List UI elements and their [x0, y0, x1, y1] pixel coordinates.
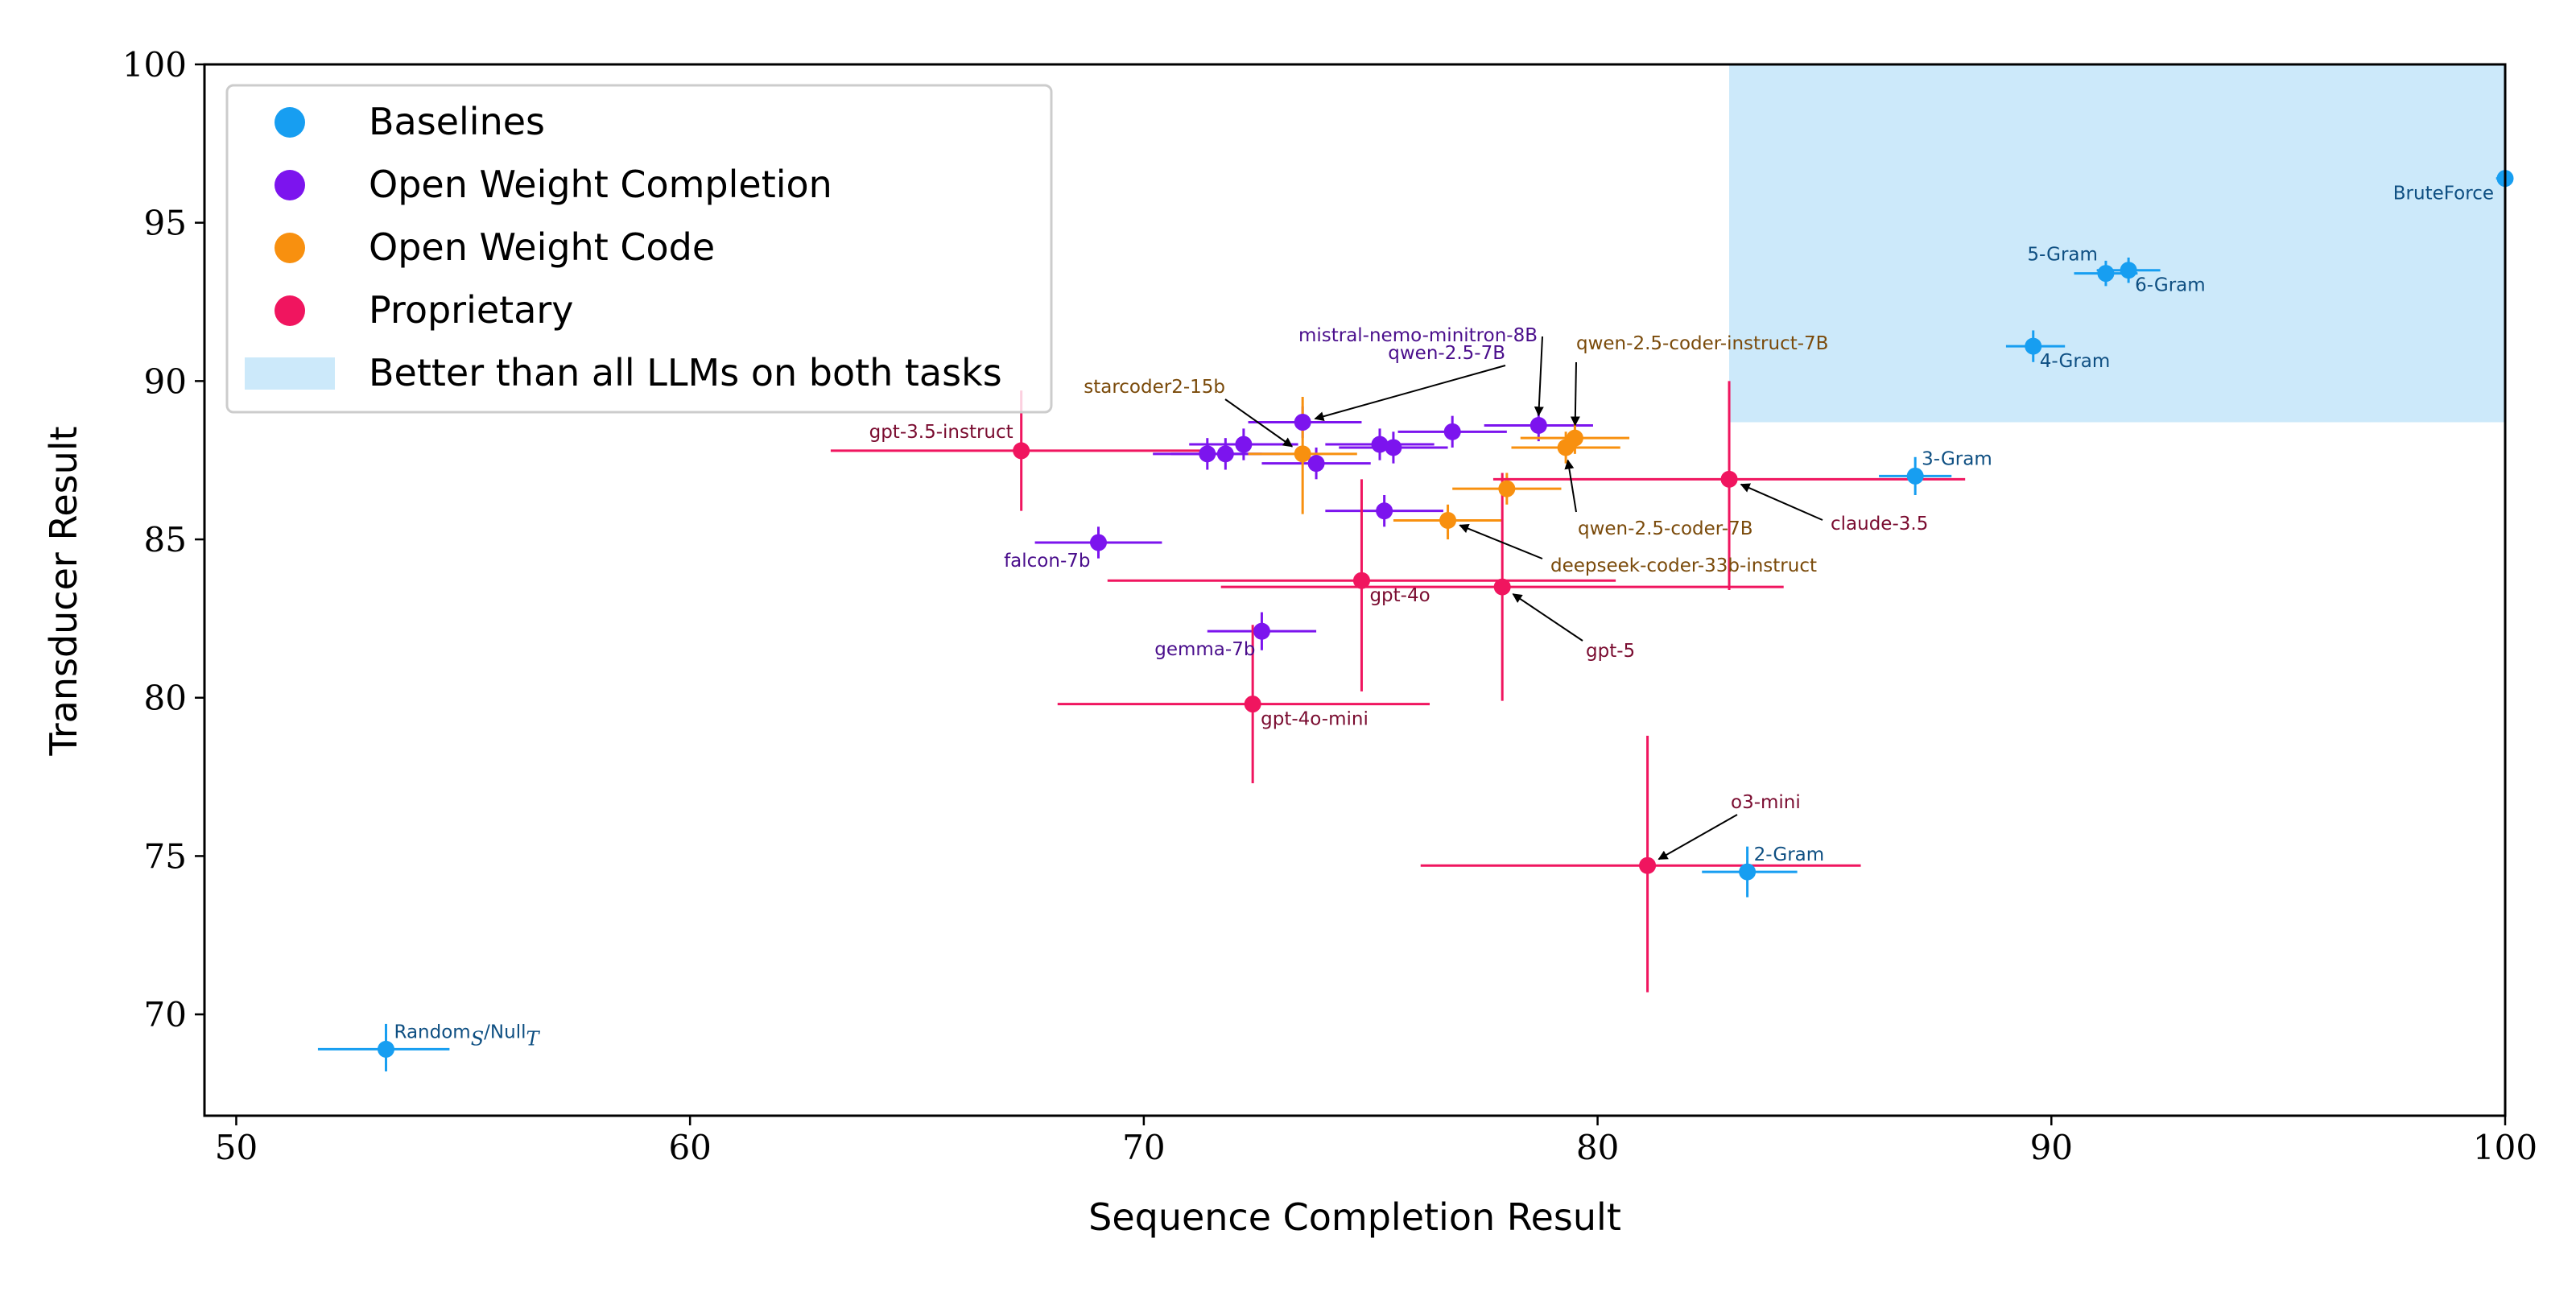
point-label: 2-Gram [1754, 844, 1825, 865]
point-label: RandomS/NullT [394, 1022, 540, 1050]
data-point [1498, 480, 1516, 497]
point-label: claude-3.5 [1831, 514, 1928, 535]
better-region [1729, 64, 2505, 423]
data-point [1216, 445, 1234, 463]
x-tick-label: 100 [2473, 1128, 2537, 1167]
x-tick-label: 60 [668, 1128, 711, 1167]
point-label: mistral-nemo-minitron-8B [1298, 325, 1538, 346]
point-label: starcoder2-15b [1084, 377, 1225, 398]
label-arrow [1740, 483, 1823, 521]
label-arrow [1459, 523, 1543, 559]
point-label: 6-Gram [2135, 275, 2206, 296]
data-point [1294, 445, 1311, 463]
data-point [1199, 445, 1216, 463]
point-label: gpt-3.5-instruct [869, 422, 1013, 443]
label-arrow [1564, 459, 1577, 513]
legend-label: Proprietary [369, 288, 574, 332]
data-point [1443, 423, 1461, 440]
data-point [2097, 265, 2115, 283]
data-point [2025, 337, 2042, 355]
data-point [1371, 435, 1389, 453]
x-axis-label: Sequence Completion Result [1088, 1195, 1621, 1239]
data-point [1906, 467, 1924, 485]
point-label: deepseek-coder-33b-instruct [1550, 555, 1817, 576]
point-label: gpt-4o [1369, 585, 1430, 606]
y-tick-label: 70 [144, 995, 187, 1034]
y-tick-label: 80 [144, 679, 187, 718]
data-point [1720, 470, 1738, 488]
point-label: BruteForce [2393, 184, 2494, 204]
x-tick-label: 70 [1122, 1128, 1165, 1167]
y-tick-label: 85 [144, 520, 187, 559]
data-point [1352, 572, 1370, 589]
point-label: 4-Gram [2040, 351, 2111, 372]
data-point [1566, 429, 1583, 447]
plot-frame [203, 63, 2507, 1117]
point-label-sub: T [526, 1027, 540, 1050]
data-point [1739, 863, 1757, 881]
y-tick-label: 100 [122, 45, 187, 85]
label-arrow [1657, 814, 1738, 861]
legend-label: Open Weight Completion [369, 163, 832, 206]
data-point [1253, 622, 1270, 640]
label-arrow [1224, 398, 1294, 448]
point-label: 5-Gram [2027, 245, 2098, 266]
data-point [1639, 857, 1657, 874]
point-label: o3-mini [1731, 792, 1801, 813]
label-arrow [1570, 361, 1580, 427]
y-axis-label: Transducer Result [42, 426, 85, 756]
legend-label: Baselines [369, 100, 545, 143]
data-point [1530, 416, 1547, 434]
x-tick-label: 80 [1576, 1128, 1619, 1167]
data-point [1235, 435, 1253, 453]
label-arrow [1534, 336, 1544, 417]
legend-marker [275, 170, 305, 200]
data-point [1307, 455, 1325, 473]
point-label: qwen-2.5-coder-instruct-7B [1576, 333, 1828, 354]
data-point [1013, 442, 1030, 460]
point-label: gemma-7b [1154, 639, 1255, 660]
legend-label: Open Weight Code [369, 225, 715, 269]
legend-box [225, 84, 1053, 414]
point-label: falcon-7b [1004, 551, 1090, 572]
point-label: qwen-2.5-7B [1388, 343, 1505, 364]
x-tick-label: 50 [215, 1128, 258, 1167]
point-label-sep: /Null [484, 1022, 526, 1042]
legend-patch [245, 357, 335, 390]
data-point [1385, 439, 1402, 456]
data-point [1376, 502, 1393, 520]
point-label: gpt-4o-mini [1261, 709, 1368, 730]
x-tick-label: 90 [2030, 1128, 2073, 1167]
data-point [377, 1040, 394, 1058]
point-label-sub: S [471, 1027, 484, 1050]
data-point [2120, 262, 2137, 279]
point-label: gpt-5 [1586, 641, 1635, 662]
point-label: 3-Gram [1922, 448, 1992, 469]
data-point [1294, 414, 1311, 431]
legend-marker [275, 295, 305, 326]
data-point [1090, 534, 1108, 551]
y-tick-label: 90 [144, 361, 187, 401]
legend-marker [275, 233, 305, 263]
y-tick-label: 95 [144, 204, 187, 243]
label-arrow [1314, 365, 1506, 422]
legend-marker [275, 107, 305, 138]
data-point [1439, 511, 1457, 529]
legend-label: Better than all LLMs on both tasks [369, 351, 1002, 394]
label-arrow [1512, 593, 1583, 642]
data-point [1493, 578, 1511, 596]
y-tick-label: 75 [144, 836, 187, 876]
data-point [1244, 696, 1261, 713]
point-label: qwen-2.5-coder-7B [1578, 518, 1752, 539]
